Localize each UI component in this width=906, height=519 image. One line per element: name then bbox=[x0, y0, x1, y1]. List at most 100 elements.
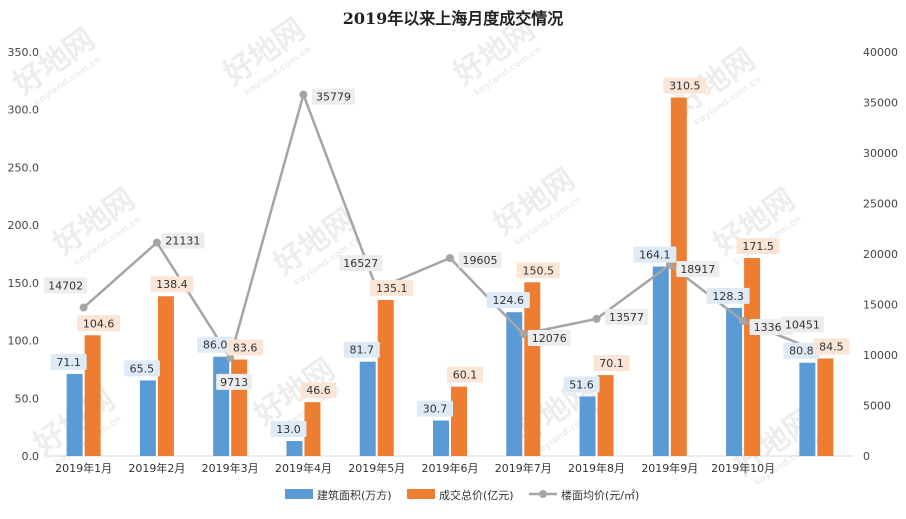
line-point-label: 19605 bbox=[463, 254, 498, 267]
x-tick-label: 2019年1月 bbox=[55, 461, 112, 475]
bar-area bbox=[506, 312, 523, 456]
line-point-label-bg bbox=[339, 255, 383, 272]
bar-area-label: 71.1 bbox=[56, 356, 81, 369]
bar-price bbox=[524, 282, 541, 456]
line-point bbox=[299, 90, 308, 99]
bars bbox=[66, 97, 834, 456]
y-right-tick-label: 0 bbox=[863, 450, 870, 463]
legend-swatch-price bbox=[407, 489, 435, 499]
data-labels: 71.1 104.6 65.5 138.4 86.0 83.6 13.0 46.6 81.7 13… bbox=[44, 77, 850, 437]
line-point bbox=[665, 260, 674, 269]
legend: 建筑面积(万方) 成交总价(亿元) 楼面均价(元/㎡) bbox=[285, 488, 639, 502]
line-point-label: 10451 bbox=[785, 318, 820, 331]
x-tick-label: 2019年4月 bbox=[275, 461, 332, 475]
y-left-tick-label: 300.0 bbox=[8, 104, 40, 117]
bar-area bbox=[579, 396, 596, 456]
bar-price bbox=[597, 375, 614, 456]
bar-price-label-bg bbox=[516, 262, 560, 279]
bar-price-label: 135.1 bbox=[376, 282, 408, 295]
bar-area bbox=[359, 361, 376, 456]
legend-label-area: 建筑面积(万方) bbox=[317, 488, 392, 502]
x-tick-label: 2019年3月 bbox=[202, 461, 259, 475]
line-point-label: 18917 bbox=[680, 263, 715, 276]
bar-area bbox=[213, 356, 230, 456]
y-right-tick-label: 30000 bbox=[863, 147, 898, 160]
bar-area-label-bg bbox=[123, 360, 160, 377]
bar-area-label: 30.7 bbox=[423, 403, 448, 416]
line-point-label: 14702 bbox=[48, 280, 83, 293]
x-tick-label: 2019年7月 bbox=[495, 461, 552, 475]
line-point-label: 13577 bbox=[609, 311, 644, 324]
line-point-label-bg bbox=[527, 330, 571, 347]
line-series bbox=[79, 90, 821, 362]
x-tick-label: 2019年9月 bbox=[641, 461, 698, 475]
bar-price-label: 310.5 bbox=[669, 80, 701, 93]
line-point bbox=[226, 353, 235, 362]
line-point-label: 12076 bbox=[532, 332, 567, 345]
bar-price-label: 70.1 bbox=[599, 357, 624, 370]
bar-price bbox=[157, 296, 174, 456]
bar-price-label-bg bbox=[663, 77, 707, 94]
line-point-label-bg bbox=[216, 373, 253, 390]
bar-area bbox=[799, 362, 816, 456]
axes: 0.0 50.0 100.0 150.0 200.0 250.0 300.0 350.0 0 50… bbox=[8, 46, 899, 475]
bar-price-label: 104.6 bbox=[83, 317, 115, 330]
line-point-label-bg bbox=[458, 251, 502, 268]
bar-area bbox=[726, 307, 743, 456]
line-point bbox=[739, 317, 748, 326]
bar-price bbox=[84, 335, 101, 456]
bar-area bbox=[652, 266, 669, 456]
line-point-label: 16527 bbox=[343, 257, 378, 270]
line-point bbox=[152, 238, 161, 247]
bar-area-label: 81.7 bbox=[349, 344, 374, 357]
bar-price bbox=[744, 258, 761, 456]
y-right-tick-label: 15000 bbox=[863, 299, 898, 312]
y-right-tick-label: 10000 bbox=[863, 349, 898, 362]
line-point-label: 13366 bbox=[754, 321, 789, 334]
y-left-tick-label: 150.0 bbox=[8, 277, 40, 290]
bar-price-label: 150.5 bbox=[523, 264, 555, 277]
bar-area-label-bg bbox=[50, 353, 87, 370]
bar-area-label-bg bbox=[417, 400, 453, 417]
legend-swatch-area bbox=[285, 489, 313, 499]
line-point bbox=[79, 303, 88, 312]
bar-area-label: 124.6 bbox=[493, 294, 525, 307]
line-point bbox=[519, 330, 528, 339]
x-tick-label: 2019年10月 bbox=[711, 461, 775, 475]
bar-price-label: 60.1 bbox=[453, 369, 478, 382]
y-left-tick-label: 200.0 bbox=[8, 219, 40, 232]
bar-area-label: 86.0 bbox=[203, 339, 228, 352]
line-point-label: 35779 bbox=[316, 91, 351, 104]
legend-label-avg-price: 楼面均价(元/㎡) bbox=[561, 488, 639, 502]
bar-area-label-bg bbox=[783, 342, 820, 359]
legend-swatch-line-marker bbox=[539, 490, 547, 498]
bar-area-label: 51.6 bbox=[569, 378, 594, 391]
bar-price bbox=[377, 300, 394, 456]
bar-price-label-bg bbox=[150, 276, 194, 293]
bar-price-label: 83.6 bbox=[233, 342, 258, 355]
y-right-tick-label: 5000 bbox=[863, 400, 891, 413]
y-right-tick-label: 20000 bbox=[863, 248, 898, 261]
bar-area-label: 13.0 bbox=[276, 423, 301, 436]
bar-price-label-bg bbox=[370, 280, 414, 297]
x-tick-label: 2019年2月 bbox=[128, 461, 185, 475]
line-point-label-bg bbox=[161, 232, 205, 249]
bar-area-label-bg bbox=[486, 292, 530, 309]
bar-price-label-bg bbox=[77, 315, 121, 332]
bar-price-label-bg bbox=[813, 338, 850, 355]
bar-area-label-bg bbox=[270, 420, 307, 437]
y-right-tick-label: 25000 bbox=[863, 198, 898, 211]
line-point-label-bg bbox=[44, 277, 88, 294]
y-left-tick-label: 100.0 bbox=[8, 335, 40, 348]
bar-price-label-bg bbox=[736, 238, 780, 255]
bar-price-label-bg bbox=[593, 355, 630, 372]
bar-area-label: 65.5 bbox=[130, 362, 155, 375]
bar-area bbox=[433, 420, 449, 456]
y-right-tick-label: 35000 bbox=[863, 97, 898, 110]
